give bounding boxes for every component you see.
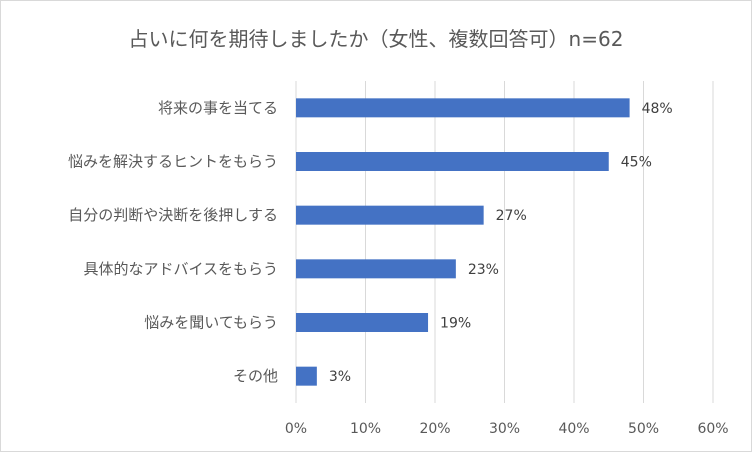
category-label: 悩みを聞いてもらう	[144, 314, 278, 332]
x-tick-label: 20%	[419, 421, 450, 437]
chart-title: 占いに何を期待しましたか（女性、複数回答可）n=62	[128, 27, 624, 51]
bar	[296, 313, 429, 332]
x-tick-label: 30%	[489, 421, 520, 437]
data-label: 3%	[329, 369, 351, 385]
data-label: 48%	[642, 101, 673, 117]
bar	[296, 259, 456, 279]
data-label: 45%	[621, 155, 652, 171]
category-label: 具体的なアドバイスをもらう	[83, 260, 278, 278]
x-tick-label: 0%	[285, 421, 307, 437]
category-label: 自分の判断や決断を後押しする	[68, 206, 278, 224]
data-label: 23%	[468, 262, 499, 278]
category-label: 将来の事を当てる	[158, 99, 278, 117]
category-label: 悩みを解決するヒントをもらう	[68, 153, 278, 171]
x-tick-label: 40%	[558, 421, 589, 437]
data-label: 19%	[440, 316, 471, 332]
data-label: 27%	[496, 208, 527, 224]
bar	[296, 205, 484, 225]
x-tick-label: 50%	[628, 421, 659, 437]
category-label: その他	[233, 367, 278, 385]
x-tick-label: 10%	[350, 421, 381, 437]
bar	[296, 98, 630, 118]
bar	[296, 366, 317, 386]
x-tick-label: 60%	[697, 421, 728, 437]
bar	[296, 152, 609, 171]
